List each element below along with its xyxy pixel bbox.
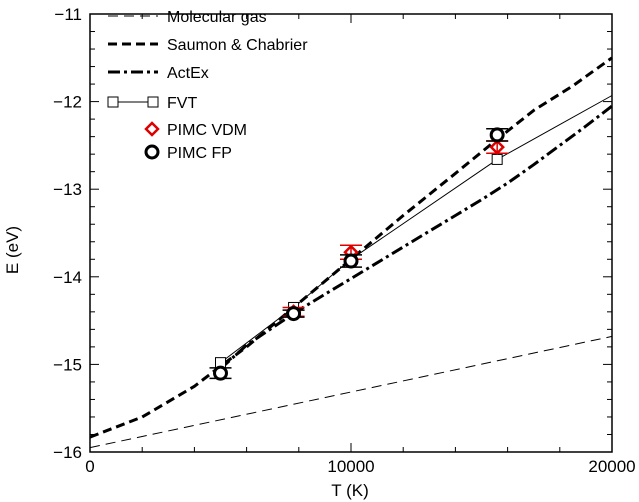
pimc-fp-marker xyxy=(343,253,359,269)
series-line-actex xyxy=(219,104,613,370)
legend-swatch-fvt-square-right xyxy=(147,96,159,108)
pimc-fp-marker xyxy=(489,127,505,143)
legend-label-fvt: FVT xyxy=(167,95,197,112)
series-line-molecular-gas xyxy=(89,335,613,449)
legend-label-saumon-chabrier: Saumon & Chabrier xyxy=(167,37,308,54)
legend-label-pimc-vdm: PIMC VDM xyxy=(167,122,247,139)
series-line-saumon-chabrier xyxy=(89,56,613,439)
legend: Molecular gas Saumon & Chabrier ActEx FV… xyxy=(107,9,308,162)
legend-entry-actex: ActEx xyxy=(108,65,209,82)
legend-entry-saumon-chabrier: Saumon & Chabrier xyxy=(108,37,308,54)
markers-layer xyxy=(209,127,509,381)
x-axis-title: T (K) xyxy=(331,481,368,500)
fvt-square-marker xyxy=(491,153,503,165)
legend-entry-pimc-fp: PIMC FP xyxy=(144,144,232,162)
y-tick-label: −14 xyxy=(53,268,82,287)
tick-labels: −16 −15 −14 −13 −12 −11 0 10000 20000 xyxy=(53,5,635,476)
legend-entry-pimc-vdm: PIMC VDM xyxy=(144,121,247,139)
legend-swatch-fvt-square-left xyxy=(107,96,119,108)
pimc-fp-marker xyxy=(213,365,228,381)
pimc-fp-marker xyxy=(286,306,302,322)
y-tick-label: −15 xyxy=(53,355,82,374)
x-tick-label: 0 xyxy=(85,457,94,476)
legend-entry-molecular-gas: Molecular gas xyxy=(108,9,267,26)
pimc-vdm-marker xyxy=(489,139,505,155)
legend-label-pimc-fp: PIMC FP xyxy=(167,145,232,162)
legend-swatch-pimc-vdm xyxy=(144,121,160,137)
legend-entry-fvt: FVT xyxy=(107,95,197,112)
legend-swatch-pimc-fp xyxy=(144,144,160,160)
y-tick-label: −16 xyxy=(53,443,82,462)
legend-label-actex: ActEx xyxy=(167,65,209,82)
y-axis-title: E (eV) xyxy=(3,226,22,274)
legend-label-molecular-gas: Molecular gas xyxy=(167,9,267,26)
x-tick-label: 20000 xyxy=(588,457,635,476)
y-tick-label: −12 xyxy=(53,93,82,112)
y-tick-label: −11 xyxy=(54,5,82,24)
y-tick-label: −13 xyxy=(53,180,82,199)
x-tick-label: 10000 xyxy=(327,457,374,476)
plot-frame xyxy=(89,13,613,453)
